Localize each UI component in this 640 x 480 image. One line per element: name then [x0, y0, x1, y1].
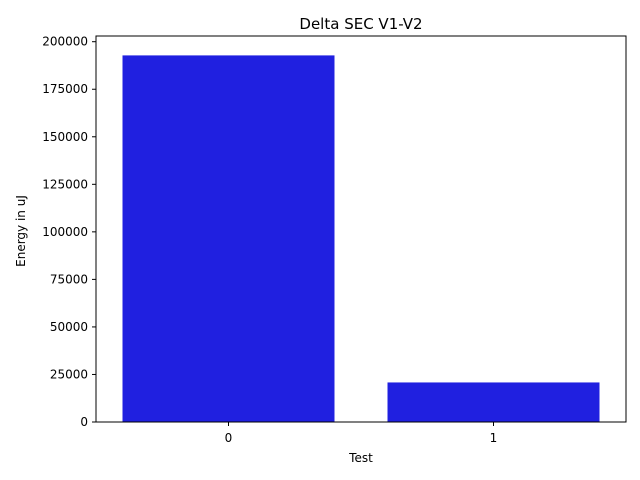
- y-tick-label: 25000: [50, 367, 88, 381]
- bar-0: [122, 55, 335, 423]
- plot-area: 0 25000 50000 75000 100000 125000 150000 175000…: [42, 35, 627, 445]
- y-tick-label: 50000: [50, 320, 88, 334]
- y-tick-label: 175000: [42, 82, 88, 96]
- y-axis-label: Energy in uJ: [14, 195, 28, 267]
- y-tick-label: 100000: [42, 225, 88, 239]
- x-tick-label: 0: [225, 431, 233, 445]
- y-tick-label: 0: [80, 415, 88, 429]
- y-tick-label: 200000: [42, 35, 88, 49]
- x-tick-label: 1: [490, 431, 498, 445]
- x-axis-label: Test: [348, 451, 373, 465]
- bar-1: [387, 382, 600, 422]
- y-tick-label: 75000: [50, 272, 88, 286]
- chart-title: Delta SEC V1-V2: [299, 15, 422, 33]
- axes-frame: [95, 35, 627, 423]
- y-tick-label: 125000: [42, 177, 88, 191]
- y-tick-label: 150000: [42, 130, 88, 144]
